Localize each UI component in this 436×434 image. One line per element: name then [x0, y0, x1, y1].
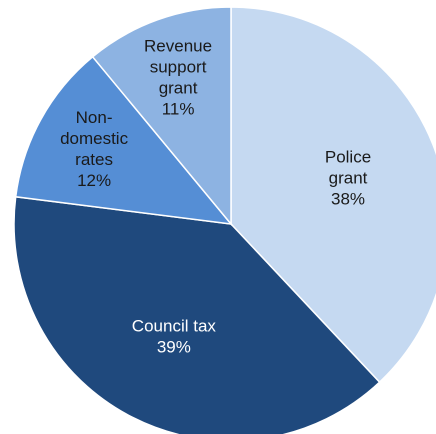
slice-percent: 38% [331, 190, 365, 209]
slice-name-line: Police [325, 148, 371, 167]
slice-label: Revenue support grant 11% [144, 36, 212, 118]
pie-slice [13, 195, 381, 434]
slice-name-line: support [150, 57, 207, 76]
pie-slice [230, 6, 436, 384]
pie-slice [91, 6, 232, 227]
slice-name-line: rates [75, 150, 113, 169]
slice-label: Non-domestic rates 12% [60, 108, 129, 190]
slice-percent: 12% [77, 171, 111, 190]
slice-name-line: Revenue [144, 36, 212, 55]
slice-name-line: grant [159, 78, 198, 97]
slice-name-line: domestic [60, 129, 129, 148]
slice-name-line: grant [329, 169, 368, 188]
slice-name-line: Council tax [132, 317, 217, 336]
pie-slice [14, 55, 233, 225]
pie-slices [13, 6, 436, 434]
slice-label: Council tax 39% [132, 317, 217, 357]
slice-percent: 39% [157, 338, 191, 357]
pie-labels: Police grant 38% Council tax 39% Non-domestic… [60, 36, 371, 356]
slice-percent: 11% [162, 99, 195, 118]
slice-name-line: Non- [76, 108, 113, 127]
slice-label: Police grant 38% [325, 148, 371, 209]
